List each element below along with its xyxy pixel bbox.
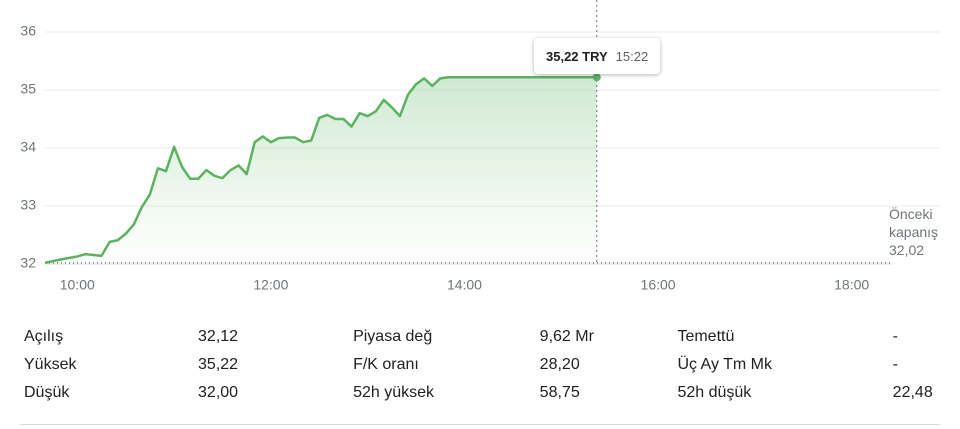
stat-value: 35,22 <box>198 356 239 373</box>
x-tick-label: 18:00 <box>834 277 869 293</box>
tooltip-time: 15:22 <box>615 48 649 64</box>
stat-label: Piyasa değ <box>353 328 433 345</box>
stat-value: 58,75 <box>539 384 580 401</box>
stat-value: 22,48 <box>892 384 933 401</box>
stat-value: - <box>892 328 898 345</box>
stat-label: Düşük <box>24 384 70 401</box>
stat-label: Üç Ay Tm Mk <box>677 356 772 373</box>
stat-value: - <box>892 356 898 373</box>
x-tick-label: 10:00 <box>60 277 95 293</box>
divider <box>20 424 940 425</box>
y-tick-label: 32 <box>20 255 36 271</box>
tooltip-price: 35,22 TRY <box>546 48 608 64</box>
previous-close-label: Önceki kapanış <box>889 206 939 240</box>
stat-value: 28,20 <box>539 356 580 373</box>
stat-value: 32,12 <box>198 328 239 345</box>
previous-close: Önceki kapanış 32,02 <box>889 205 949 259</box>
stat-label: 52h yüksek <box>353 384 434 401</box>
cursor-dot <box>592 73 601 82</box>
x-tick-label: 14:00 <box>447 277 482 293</box>
y-tick-label: 33 <box>20 197 36 213</box>
stat-label: Yüksek <box>24 356 77 373</box>
previous-close-value: 32,02 <box>889 242 925 258</box>
price-line <box>44 75 597 265</box>
stats-row: Yüksek 35,22 F/K oranı 28,20 Üç Ay Tm Mk - <box>14 351 960 379</box>
stats-table: Açılış 32,12 Piyasa değ 9,62 Mr Temettü - Yüks… <box>14 323 960 407</box>
stat-label: 52h düşük <box>677 384 752 401</box>
y-tick-label: 36 <box>20 23 36 39</box>
stats-row: Düşük 32,00 52h yüksek 58,75 52h düşük 22,48 <box>14 379 960 407</box>
x-tick-label: 12:00 <box>253 277 288 293</box>
stat-value: 9,62 Mr <box>539 328 594 345</box>
chart: 32 33 34 35 36 10:00 12:00 14:00 16:00 18:00 <box>20 0 940 293</box>
stat-value: 32,00 <box>198 384 239 401</box>
stat-label: F/K oranı <box>353 356 419 373</box>
tooltip: 35,22 TRY 15:22 <box>534 38 661 74</box>
y-tick-label: 34 <box>20 139 36 155</box>
area-fill <box>45 77 597 265</box>
stat-label: Açılış <box>24 328 64 345</box>
x-tick-label: 16:00 <box>641 277 676 293</box>
stat-label: Temettü <box>677 328 735 345</box>
stats-row: Açılış 32,12 Piyasa değ 9,62 Mr Temettü - <box>14 323 960 351</box>
y-tick-label: 35 <box>20 81 36 97</box>
